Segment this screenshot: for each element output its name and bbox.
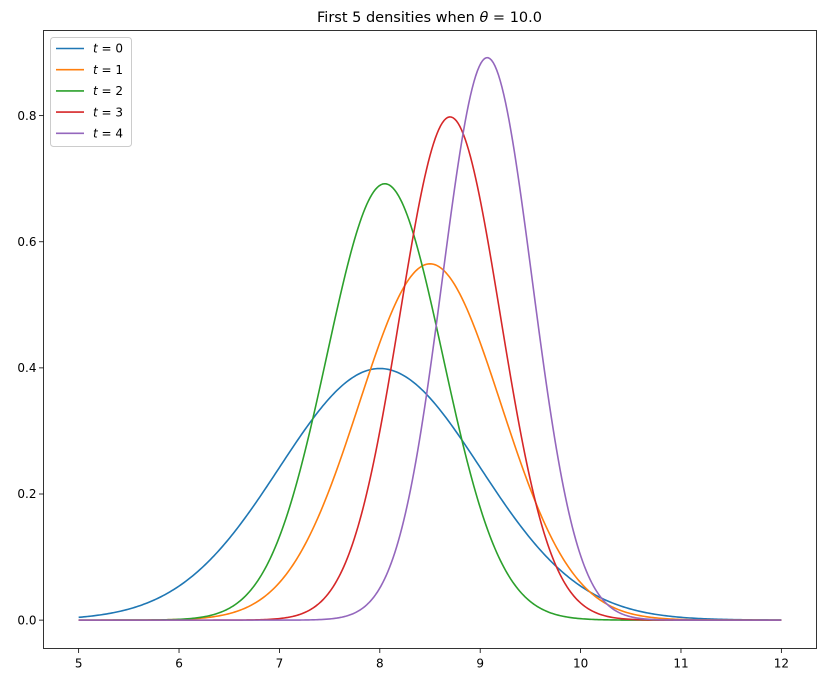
chart-title: First 5 densities when θ = 10.0 — [317, 10, 542, 26]
legend-var: t — [93, 42, 99, 56]
x-tick-label: 9 — [476, 657, 484, 671]
y-tick-label: 0.2 — [17, 487, 36, 501]
title-suffix: = 10.0 — [488, 10, 542, 26]
legend-value: = 0 — [98, 42, 123, 56]
y-tick-label: 0.0 — [17, 613, 36, 627]
title-symbol: θ — [479, 10, 488, 26]
legend-var: t — [93, 105, 99, 119]
x-axis: 5 6 7 8 9 10 11 12 — [75, 648, 789, 671]
legend: t = 0t = 1t = 2t = 3t = 4 — [50, 37, 132, 147]
legend-value: = 4 — [98, 127, 123, 141]
x-tick-label: 8 — [376, 657, 384, 671]
legend-var: t — [93, 127, 99, 141]
legend-label: t = 3 — [93, 105, 123, 119]
series-line-t2 — [78, 182, 782, 621]
legend-value: = 3 — [98, 105, 123, 119]
legend-value: = 2 — [98, 84, 123, 98]
x-tick-label: 7 — [276, 657, 284, 671]
x-tick-label: 10 — [573, 657, 588, 671]
title-prefix: First 5 densities when — [317, 10, 479, 26]
series-line-t4 — [78, 56, 782, 621]
y-axis: 0.0 0.2 0.4 0.6 0.8 — [17, 109, 44, 627]
series-line-t0 — [78, 367, 782, 621]
legend-var: t — [93, 84, 99, 98]
legend-entries: t = 0t = 1t = 2t = 3t = 4 — [56, 42, 123, 141]
legend-value: = 1 — [98, 63, 123, 77]
y-tick-label: 0.6 — [17, 235, 36, 249]
x-tick-label: 12 — [774, 657, 789, 671]
legend-box — [50, 37, 132, 147]
legend-var: t — [93, 63, 99, 77]
plot-frame — [43, 30, 817, 649]
y-tick-label: 0.8 — [17, 109, 36, 123]
x-tick-label: 5 — [75, 657, 83, 671]
x-tick-label: 6 — [175, 657, 183, 671]
legend-label: t = 2 — [93, 84, 123, 98]
y-tick-label: 0.4 — [17, 361, 36, 375]
legend-label: t = 4 — [93, 127, 123, 141]
legend-label: t = 1 — [93, 63, 123, 77]
x-tick-label: 11 — [673, 657, 688, 671]
legend-label: t = 0 — [93, 42, 123, 56]
series-line-t1 — [78, 263, 782, 621]
series-lines — [78, 56, 782, 621]
